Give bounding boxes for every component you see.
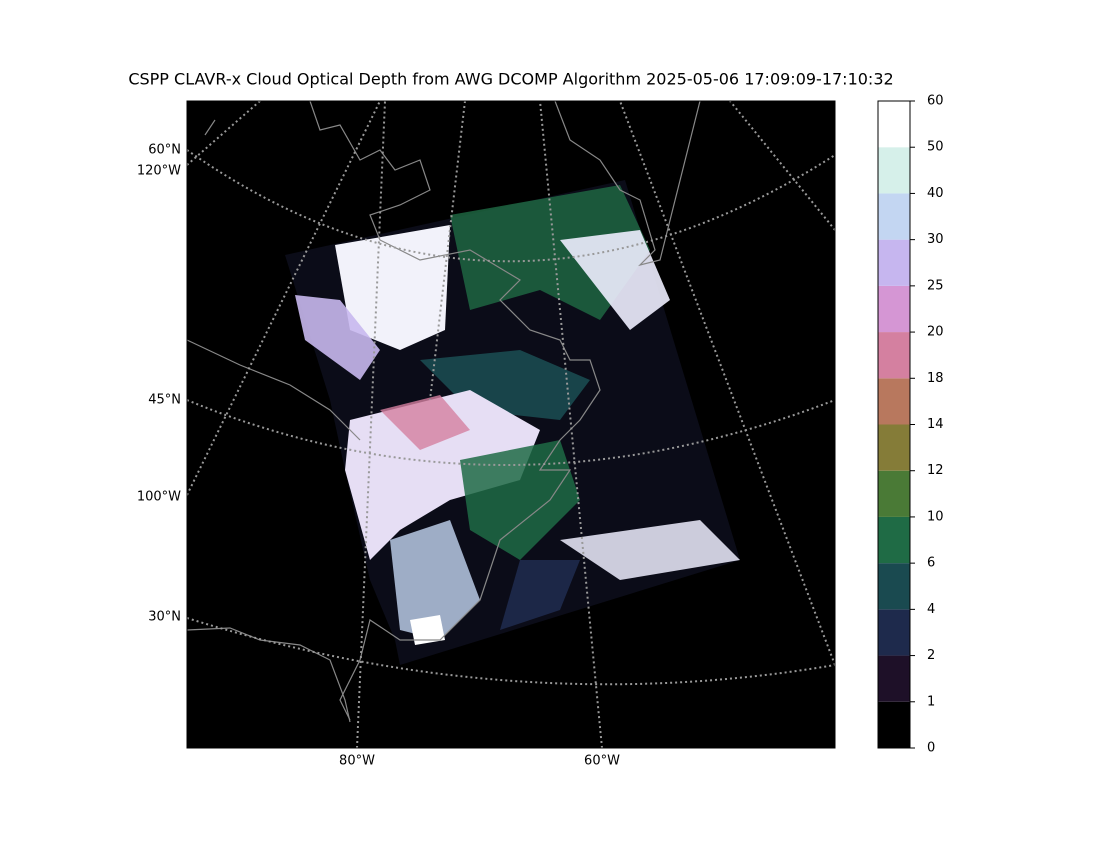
colorbar-tick-label: 20: [927, 325, 944, 340]
colorbar-tick-label: 10: [927, 509, 944, 524]
colorbar-segment: [878, 701, 910, 748]
map-frame: [186, 100, 836, 749]
colorbar-segment: [878, 655, 910, 702]
colorbar-segment: [878, 470, 910, 517]
colorbar-tick-label: 50: [927, 140, 944, 155]
colorbar-segment: [878, 424, 910, 471]
colorbar-tick-label: 18: [927, 371, 944, 386]
colorbar-segment: [878, 147, 910, 194]
colorbar-segment: [878, 101, 910, 148]
lat-label: 30°N: [148, 610, 181, 625]
colorbar-segment: [878, 516, 910, 564]
lat-label: 45°N: [148, 393, 181, 408]
lon-label: 80°W: [339, 754, 375, 769]
colorbar-tick-label: 1: [927, 694, 935, 709]
title: CSPP CLAVR-x Cloud Optical Depth from AW…: [128, 70, 893, 89]
colorbar-tick-label: 60: [927, 94, 944, 109]
coastlines: [187, 101, 701, 723]
colorbar-segment: [878, 193, 910, 240]
lon-label: 60°W: [584, 754, 620, 769]
colorbar-tick-label: 14: [927, 417, 944, 432]
lon-label: 100°W: [137, 490, 181, 505]
colorbar-segment: [878, 239, 910, 286]
graticule: [187, 101, 835, 748]
lon-label: 120°W: [137, 164, 181, 179]
colorbar-tick-label: 2: [927, 648, 935, 663]
colorbar-segment: [878, 609, 910, 656]
satellite-swath: [285, 180, 740, 665]
lat-label: 60°N: [148, 143, 181, 158]
colorbar-segment: [878, 285, 910, 333]
colorbar-segment: [878, 563, 910, 610]
colorbar-tick-label: 4: [927, 602, 935, 617]
colorbar-tick-label: 6: [927, 556, 935, 571]
map: [187, 101, 835, 748]
colorbar-tick-label: 25: [927, 278, 944, 293]
colorbar-segment: [878, 378, 910, 425]
colorbar-tick-label: 12: [927, 463, 944, 478]
colorbar-tick-label: 40: [927, 186, 944, 201]
colorbar-tick-label: 30: [927, 232, 944, 247]
colorbar-segment: [878, 332, 910, 379]
colorbar-tick-label: 0: [927, 741, 935, 756]
